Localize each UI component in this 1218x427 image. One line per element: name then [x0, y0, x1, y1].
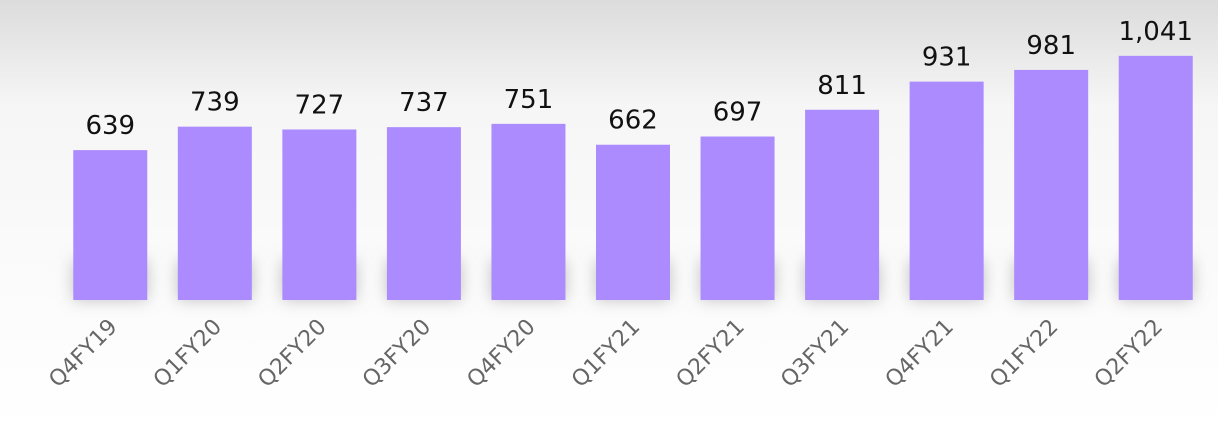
bar — [1118, 55, 1193, 300]
value-label: 931 — [922, 43, 972, 73]
bar — [491, 123, 566, 301]
value-label: 811 — [817, 71, 867, 101]
bar — [805, 109, 880, 301]
value-label: 737 — [399, 88, 449, 118]
value-label: 639 — [85, 111, 135, 141]
value-label: 751 — [504, 85, 554, 115]
bar — [73, 150, 148, 300]
value-label: 1,041 — [1119, 17, 1193, 47]
bar — [700, 136, 775, 300]
bar — [909, 81, 984, 300]
value-label: 981 — [1026, 31, 1076, 61]
value-label: 662 — [608, 106, 658, 136]
value-label: 739 — [190, 88, 240, 118]
bar — [282, 129, 357, 300]
bar — [386, 127, 461, 300]
bar — [1014, 69, 1089, 300]
bar — [177, 126, 252, 301]
value-label: 697 — [713, 98, 763, 128]
value-label: 727 — [295, 90, 345, 120]
bar — [596, 144, 670, 300]
